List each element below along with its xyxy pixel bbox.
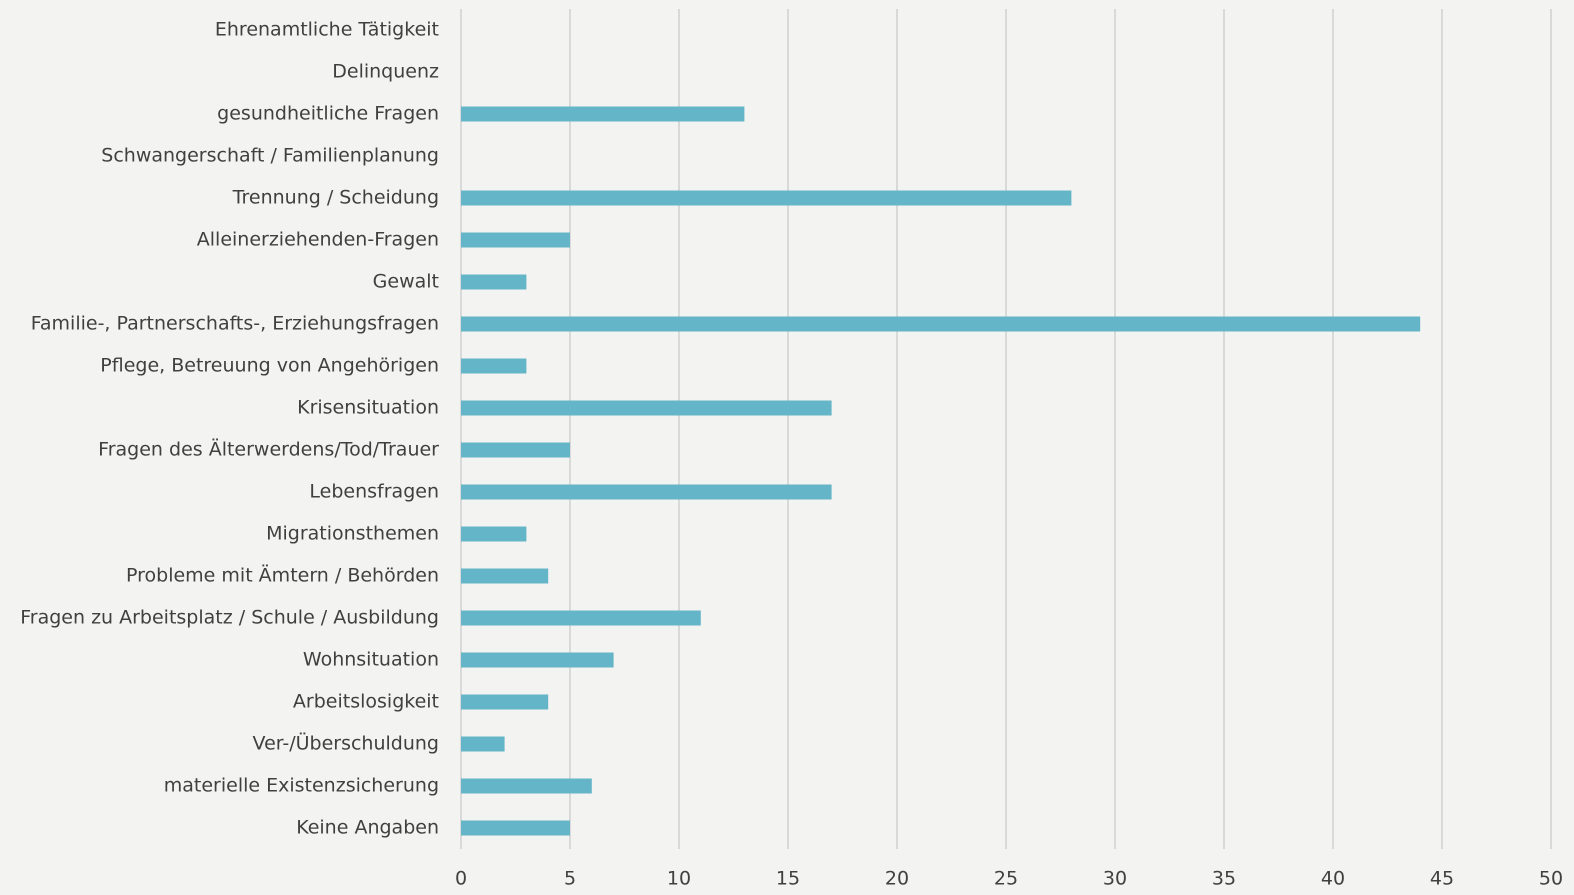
bar: [461, 526, 527, 542]
y-tick-label: Gewalt: [373, 271, 439, 293]
x-tick-label: 5: [564, 868, 576, 890]
bar: [461, 610, 701, 626]
bar: [461, 568, 549, 584]
x-tick-label: 25: [994, 868, 1018, 890]
y-tick-label: Migrationsthemen: [266, 523, 439, 545]
bar: [461, 358, 527, 374]
x-tick-label: 30: [1103, 868, 1127, 890]
y-tick-label: Delinquenz: [332, 61, 439, 83]
bar: [461, 232, 570, 248]
y-tick-label: Krisensituation: [297, 397, 439, 419]
bar: [461, 274, 527, 290]
y-tick-label: Probleme mit Ämtern / Behörden: [126, 564, 439, 587]
bar: [461, 694, 549, 710]
y-tick-label: Keine Angaben: [296, 817, 439, 839]
y-tick-label: Familie-, Partnerschafts-, Erziehungsfra…: [31, 313, 439, 335]
y-tick-label: Wohnsituation: [303, 649, 439, 671]
y-tick-label: Fragen zu Arbeitsplatz / Schule / Ausbil…: [20, 607, 439, 629]
bar: [461, 442, 570, 458]
bar: [461, 106, 745, 122]
bar: [461, 736, 505, 752]
x-tick-label: 40: [1321, 868, 1345, 890]
bar: [461, 820, 570, 836]
y-tick-label: Pflege, Betreuung von Angehörigen: [100, 355, 439, 377]
y-tick-label: Fragen des Älterwerdens/Tod/Trauer: [98, 438, 439, 461]
x-tick-label: 0: [455, 868, 467, 890]
bar: [461, 484, 832, 500]
bar: [461, 652, 614, 668]
x-tick-label: 35: [1212, 868, 1236, 890]
x-tick-label: 50: [1539, 868, 1563, 890]
y-tick-label: Ver-/Überschuldung: [253, 732, 439, 755]
x-tick-label: 10: [667, 868, 691, 890]
y-tick-label: gesundheitliche Fragen: [217, 103, 439, 125]
bar: [461, 778, 592, 794]
y-tick-label: Alleinerziehenden-Fragen: [197, 229, 439, 251]
y-tick-label: Ehrenamtliche Tätigkeit: [215, 19, 439, 41]
y-tick-label: Arbeitslosigkeit: [293, 691, 439, 713]
bar: [461, 316, 1421, 332]
y-tick-label: Trennung / Scheidung: [232, 187, 439, 209]
bar: [461, 190, 1072, 206]
y-tick-label: Schwangerschaft / Familienplanung: [101, 145, 439, 167]
x-tick-label: 15: [776, 868, 800, 890]
y-tick-label: Lebensfragen: [309, 481, 439, 503]
x-tick-label: 20: [885, 868, 909, 890]
x-tick-label: 45: [1430, 868, 1454, 890]
y-tick-label: materielle Existenzsicherung: [164, 775, 439, 797]
bar: [461, 400, 832, 416]
